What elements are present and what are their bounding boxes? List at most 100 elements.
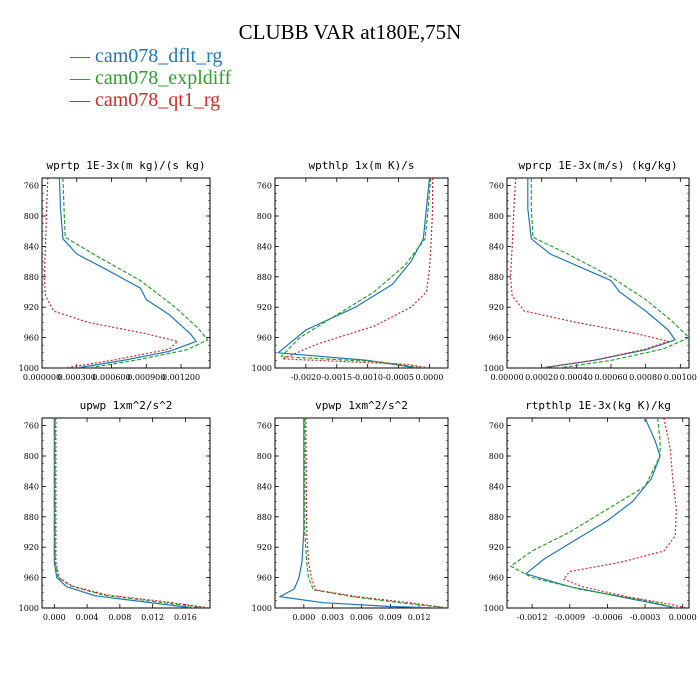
y-tick-label: 800 [489,212,504,221]
y-tick-label: 920 [24,543,39,552]
y-tick-label: 960 [257,334,272,343]
y-tick-label: 840 [257,242,272,251]
plot-frame [506,417,690,609]
series-line-qt1 [281,178,434,368]
x-tick-label: 0.0000 [415,373,443,382]
y-tick-label: 920 [489,543,504,552]
y-tick-label: 800 [24,452,39,461]
series-line-qt1 [305,418,448,608]
series-line-qt1 [43,178,179,368]
x-tick-label: 0.006 [350,613,373,622]
x-tick-label: 0.004 [76,613,99,622]
panel-title: vpwp 1xm^2/s^2 [315,399,408,412]
series-line-dflt [277,178,431,368]
panel-3: upwp 1xm^2/s^2 760 800 840 880 920 960 1000 0.00… [19,399,211,622]
plot-frame [41,417,211,609]
y-tick-label: 1000 [484,604,504,613]
series-line-expl [54,418,206,608]
y-tick-label: 840 [24,242,39,251]
panel-title: wprcp 1E-3x(m/s) (kg/kg) [519,159,678,172]
y-tick-label: 760 [257,422,272,431]
panel-4: vpwp 1xm^2/s^2 760 800 840 880 920 960 1000 0.00… [252,399,449,622]
panel-title: wprtp 1E-3x(m kg)/(s kg) [47,159,206,172]
y-tick-label: 840 [489,242,504,251]
x-tick-label: 0.008 [108,613,131,622]
x-tick-label: -0.0006 [592,613,623,622]
y-tick-label: 760 [489,182,504,191]
x-tick-label: 0.000000 [23,373,61,382]
x-tick-label: 0.012 [408,613,431,622]
series-line-qt1 [55,418,210,608]
y-tick-label: 800 [24,212,39,221]
y-tick-label: 840 [489,482,504,491]
y-tick-label: 960 [489,334,504,343]
y-tick-label: 880 [24,273,39,282]
x-tick-label: -0.0020 [291,373,322,382]
panel-1: wpthlp 1x(m K)/s 760 800 840 880 920 960 1000 -0… [252,159,449,382]
y-tick-label: 760 [24,182,39,191]
y-tick-label: 880 [257,513,272,522]
x-tick-label: 0.00100 [664,373,697,382]
series-line-qt1 [509,178,669,368]
x-tick-label: -0.0015 [321,373,352,382]
y-tick-label: 880 [489,273,504,282]
x-tick-label: -0.0010 [352,373,383,382]
y-tick-label: 960 [24,334,39,343]
series-line-expl [530,178,689,368]
series-line-expl [280,178,432,368]
plot-frame [274,177,449,369]
y-tick-label: 880 [24,513,39,522]
panel-2: wprcp 1E-3x(m/s) (kg/kg) 760 800 840 880 920 9… [484,159,697,382]
y-tick-label: 800 [489,452,504,461]
series-line-expl [304,418,448,608]
x-tick-label: 0.00020 [525,373,558,382]
y-tick-label: 800 [257,212,272,221]
y-tick-label: 880 [489,513,504,522]
x-tick-label: 0.000900 [127,373,165,382]
x-tick-label: -0.0012 [517,613,548,622]
y-tick-label: 1000 [484,364,504,373]
plot-frame [41,177,211,369]
y-tick-label: 920 [257,303,272,312]
y-tick-label: 960 [24,574,39,583]
panel-title: wpthlp 1x(m K)/s [309,159,415,172]
x-tick-label: -0.0003 [630,613,661,622]
y-tick-label: 880 [257,273,272,282]
y-tick-label: 840 [257,482,272,491]
y-tick-label: 920 [257,543,272,552]
series-line-dflt [527,178,676,368]
panel-0: wprtp 1E-3x(m kg)/(s kg) 760 800 840 880 920 9… [19,159,211,382]
y-tick-label: 1000 [19,604,39,613]
x-tick-label: 0.016 [174,613,197,622]
x-tick-label: 0.00040 [560,373,593,382]
series-line-dflt [53,418,194,608]
y-tick-label: 760 [257,182,272,191]
y-tick-label: 1000 [252,604,272,613]
x-tick-label: 0.000 [43,613,66,622]
legend-entry-qt1: — cam078_qt1_rg [70,89,221,111]
y-tick-label: 760 [489,422,504,431]
plot-frame [506,177,690,369]
x-tick-label: -0.0009 [554,613,585,622]
series-line-dflt [58,178,197,368]
x-tick-label: 0.001200 [162,373,200,382]
y-tick-label: 920 [489,303,504,312]
y-tick-label: 920 [24,303,39,312]
plot-frame [274,417,449,609]
series-line-expl [510,418,677,608]
y-tick-label: 840 [24,482,39,491]
x-tick-label: -0.0005 [383,373,414,382]
x-tick-label: 0.012 [141,613,164,622]
legend-entry-dflt: — cam078_dflt_rg [70,45,223,67]
y-tick-label: 960 [489,574,504,583]
chart-main-title: CLUBB VAR at180E,75N [238,20,462,44]
x-tick-label: 0.000 [292,613,315,622]
panel-5: rtpthlp 1E-3x(kg K)/kg 760 800 840 880 920 960… [484,399,697,622]
panel-title: rtpthlp 1E-3x(kg K)/kg [525,399,671,412]
x-tick-label: 0.0000 [669,613,697,622]
x-tick-label: 0.003 [321,613,344,622]
y-tick-label: 1000 [19,364,39,373]
x-tick-label: 0.009 [379,613,402,622]
x-tick-label: 0.00060 [594,373,627,382]
